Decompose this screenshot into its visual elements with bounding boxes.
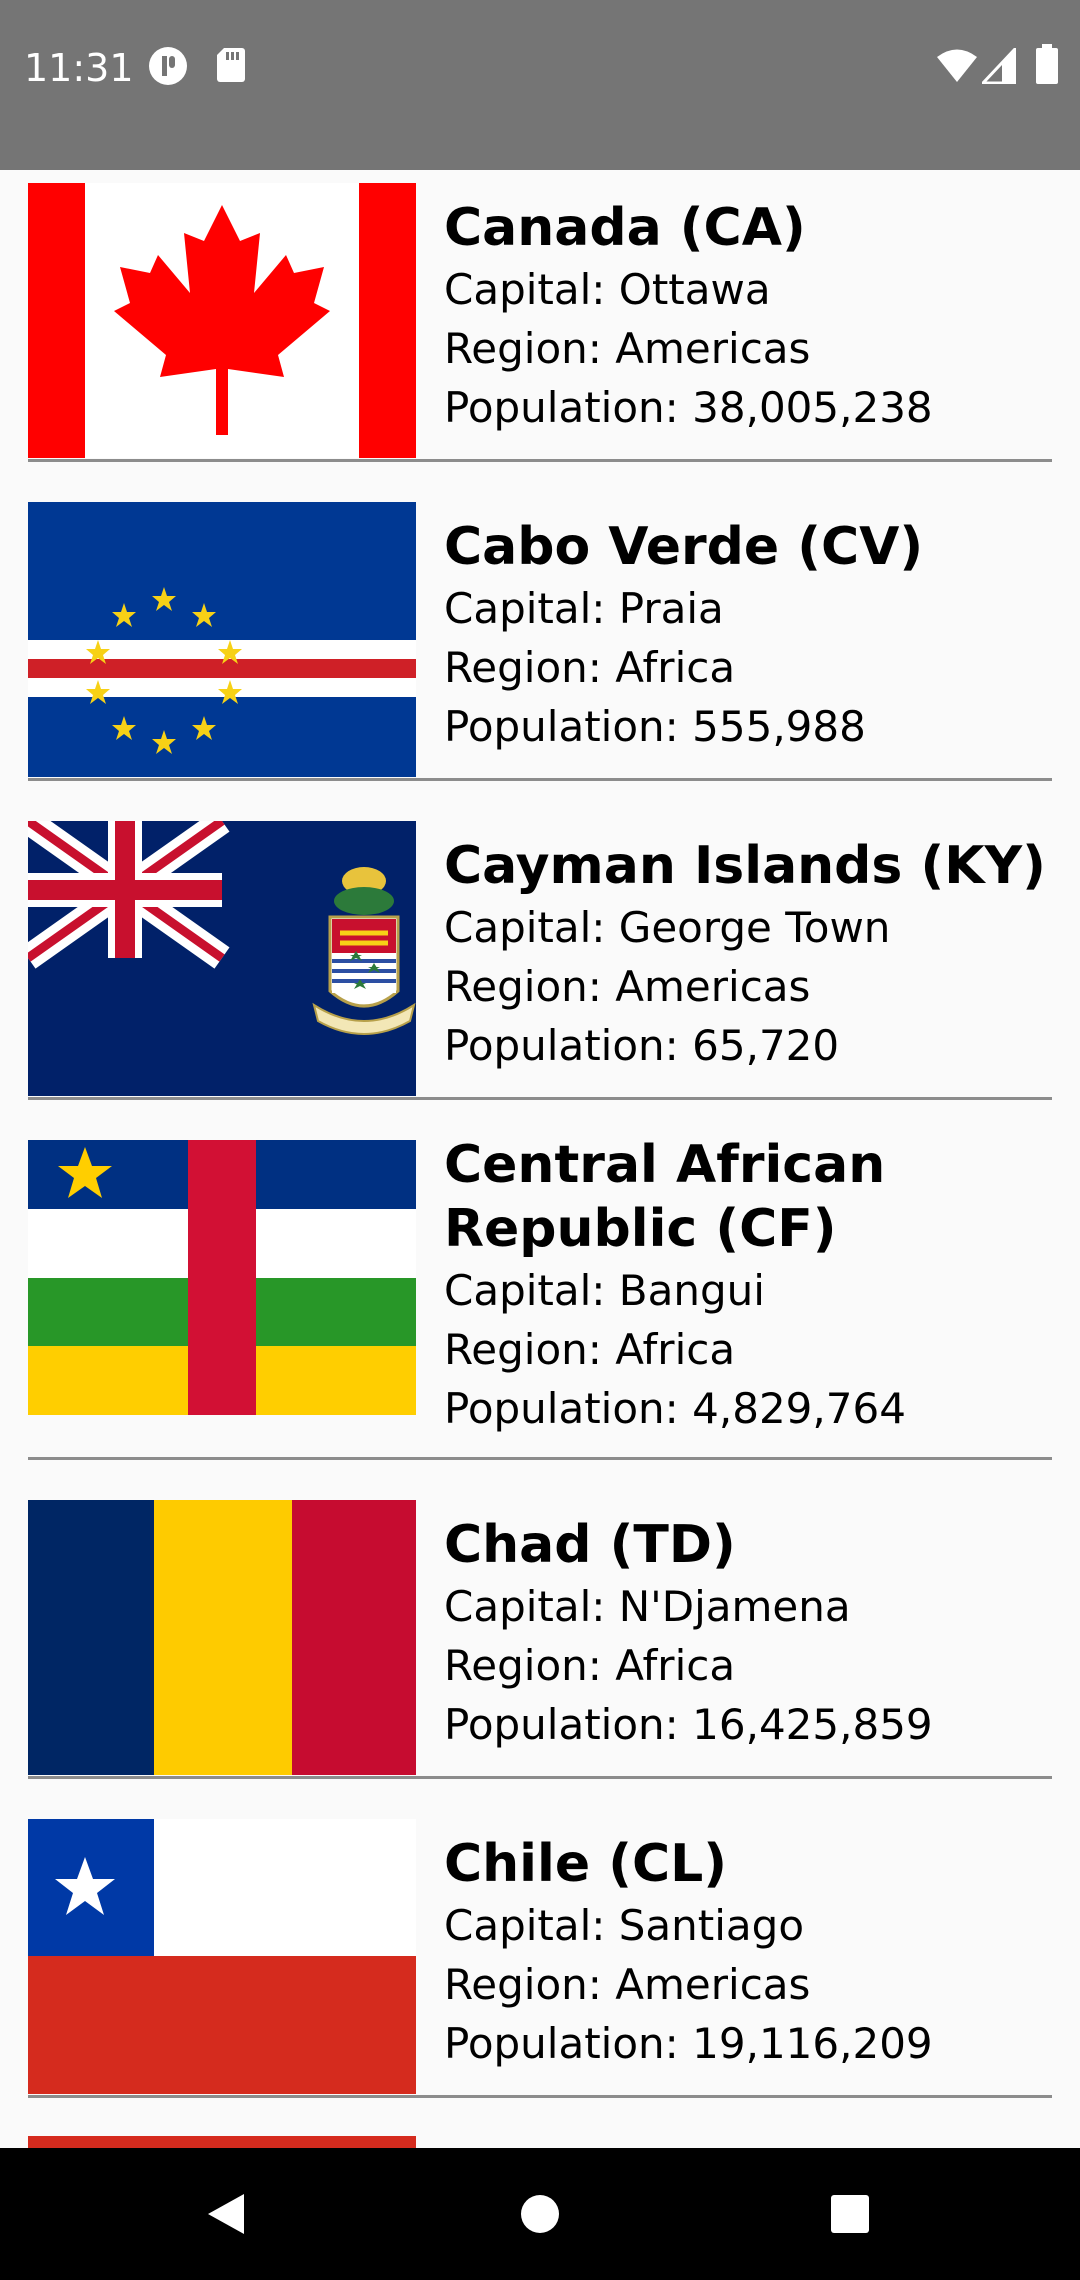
- country-name: Cayman Islands (KY): [444, 836, 1046, 896]
- country-region: Region: Africa: [444, 1641, 736, 1690]
- country-capital: Capital: Santiago: [444, 1901, 805, 1950]
- country-info: Canada (CA) Capital: Ottawa Region: Amer…: [444, 196, 1052, 437]
- country-name: Chad (TD): [444, 1515, 736, 1575]
- country-info: Chad (TD) Capital: N'Djamena Region: Afr…: [444, 1513, 1052, 1754]
- list-item[interactable]: Chile (CL) Capital: Santiago Region: Ame…: [28, 1806, 1052, 2098]
- country-info: Cabo Verde (CV) Capital: Praia Region: A…: [444, 515, 1052, 756]
- notification-circle-icon: [148, 46, 188, 91]
- country-region: Region: Africa: [444, 1325, 736, 1374]
- country-capital: Capital: George Town: [444, 903, 891, 952]
- country-capital: Capital: Ottawa: [444, 265, 771, 314]
- status-bar: 11:31: [0, 0, 1080, 170]
- country-capital: Capital: Bangui: [444, 1266, 765, 1315]
- list-item[interactable]: Chad (TD) Capital: N'Djamena Region: Afr…: [28, 1487, 1052, 1779]
- country-info: Central African Republic (CF) Capital: B…: [444, 1133, 1052, 1438]
- list-item[interactable]: Canada (CA) Capital: Ottawa Region: Amer…: [28, 170, 1052, 462]
- chile-flag-icon: [28, 1819, 416, 2094]
- recents-icon[interactable]: [770, 2148, 930, 2280]
- chad-flag-icon: [28, 1500, 416, 1775]
- country-list[interactable]: Canada (CA) Capital: Ottawa Region: Amer…: [0, 170, 1080, 2148]
- country-region: Region: Americas: [444, 1960, 811, 2009]
- country-info: Chile (CL) Capital: Santiago Region: Ame…: [444, 1832, 1052, 2073]
- country-capital: Capital: N'Djamena: [444, 1582, 851, 1631]
- country-population: Population: 16,425,859: [444, 1700, 933, 1749]
- sd-card-icon: [216, 46, 246, 89]
- country-population: Population: 4,829,764: [444, 1384, 906, 1433]
- country-name: Chile (CL): [444, 1834, 728, 1894]
- navigation-bar: [0, 2148, 1080, 2280]
- country-capital: Capital: Praia: [444, 584, 724, 633]
- central-african-republic-flag-icon: [28, 1140, 416, 1415]
- country-name: Central African Republic (CF): [444, 1135, 886, 1259]
- country-population: Population: 555,988: [444, 702, 866, 751]
- country-name: Cabo Verde (CV): [444, 517, 924, 577]
- back-icon[interactable]: [146, 2148, 306, 2280]
- country-population: Population: 38,005,238: [444, 383, 933, 432]
- home-icon[interactable]: [460, 2148, 620, 2280]
- country-name: Canada (CA): [444, 198, 806, 258]
- country-region: Region: Americas: [444, 962, 811, 1011]
- status-time: 11:31: [24, 46, 134, 90]
- country-population: Population: 19,116,209: [444, 2019, 933, 2068]
- canada-flag-icon: [28, 183, 416, 458]
- list-item[interactable]: Cabo Verde (CV) Capital: Praia Region: A…: [28, 489, 1052, 781]
- wifi-icon: [936, 48, 978, 89]
- list-item[interactable]: Central African Republic (CF) Capital: B…: [28, 1127, 1052, 1460]
- cayman-islands-flag-icon: [28, 821, 416, 1096]
- country-region: Region: Africa: [444, 643, 736, 692]
- next-flag-partial: [28, 2136, 416, 2148]
- list-item[interactable]: Cayman Islands (KY) Capital: George Town…: [28, 808, 1052, 1100]
- country-region: Region: Americas: [444, 324, 811, 373]
- cabo-verde-flag-icon: [28, 502, 416, 777]
- battery-icon: [1036, 44, 1058, 89]
- country-info: Cayman Islands (KY) Capital: George Town…: [444, 834, 1052, 1075]
- cell-signal-icon: [979, 45, 1017, 89]
- country-population: Population: 65,720: [444, 1021, 840, 1070]
